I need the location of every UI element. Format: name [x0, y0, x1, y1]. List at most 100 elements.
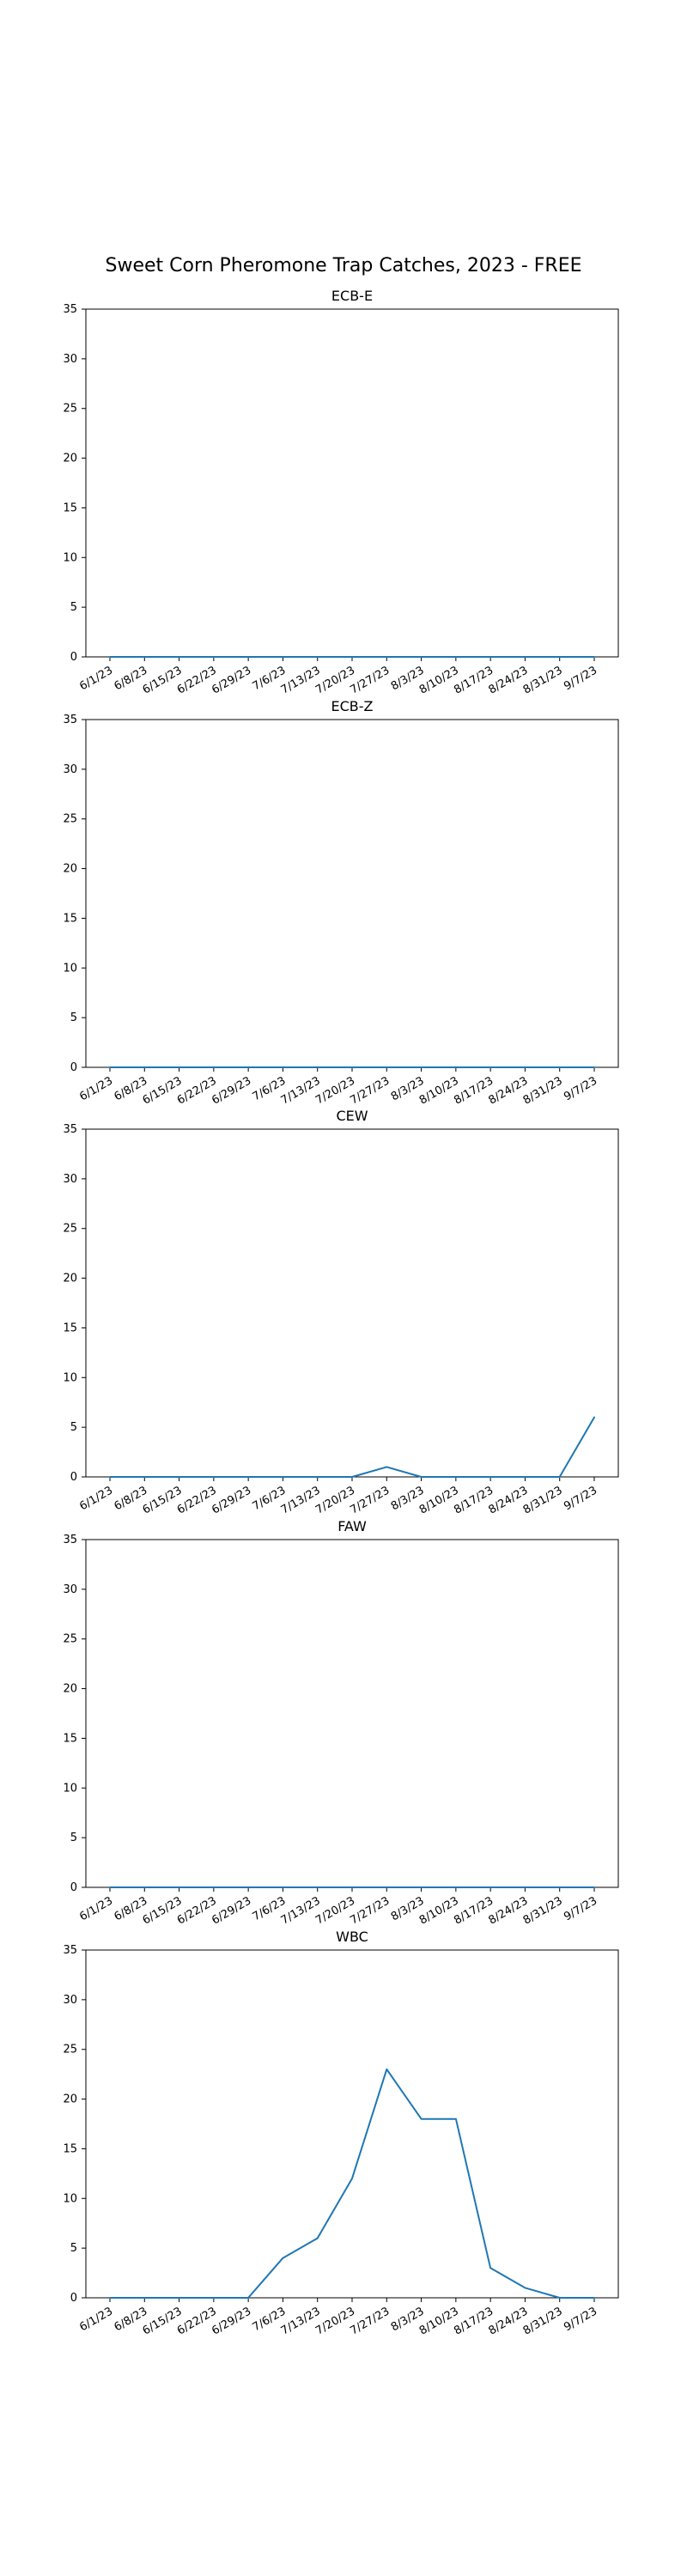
data-point [558, 1475, 562, 1479]
data-point [593, 1886, 596, 1889]
data-point [178, 2296, 181, 2300]
data-point [281, 655, 284, 659]
y-tick-label: 0 [70, 1471, 77, 1484]
data-point [212, 1066, 216, 1069]
data-point [108, 1475, 112, 1479]
data-point [316, 1066, 319, 1069]
y-tick-label: 10 [63, 1782, 77, 1795]
y-tick-label: 5 [70, 1832, 77, 1844]
y-tick-label: 30 [63, 1583, 77, 1596]
data-point [350, 1475, 354, 1479]
data-point [558, 1886, 562, 1889]
y-tick-label: 0 [70, 1061, 77, 1074]
data-point [108, 655, 112, 659]
y-tick-label: 15 [63, 912, 77, 925]
y-tick-label: 35 [63, 1944, 77, 1957]
y-tick-label: 35 [63, 303, 77, 316]
y-tick-label: 15 [63, 1321, 77, 1334]
y-tick-label: 10 [63, 2192, 77, 2205]
data-point [489, 1886, 492, 1889]
data-point [316, 1475, 319, 1479]
data-point [350, 2177, 354, 2180]
subplot-title: ECB-Z [331, 698, 374, 714]
data-point [489, 655, 492, 659]
series-line [109, 2068, 595, 2299]
series-line [109, 1416, 595, 1478]
data-point [143, 1066, 146, 1069]
data-point [281, 1886, 284, 1889]
data-point [212, 655, 216, 659]
data-point [246, 1886, 250, 1889]
data-point [489, 2266, 492, 2269]
y-tick-label: 25 [63, 403, 77, 416]
y-tick-label: 30 [63, 1173, 77, 1186]
figure-title: Sweet Corn Pheromone Trap Catches, 2023 … [105, 255, 581, 276]
data-point [316, 1886, 319, 1889]
y-tick-label: 25 [63, 1633, 77, 1646]
data-point [385, 1066, 388, 1069]
data-point [420, 2117, 423, 2121]
data-point [108, 1886, 112, 1889]
y-tick-label: 25 [63, 1223, 77, 1236]
y-tick-label: 20 [63, 2093, 77, 2106]
subplot-title: ECB-E [331, 288, 373, 304]
data-point [454, 2117, 458, 2121]
data-point [246, 1066, 250, 1069]
y-tick-label: 20 [63, 453, 77, 465]
data-point [558, 2296, 562, 2300]
subplot-title: FAW [337, 1518, 367, 1534]
y-tick-label: 35 [63, 714, 77, 726]
data-point [523, 1066, 526, 1069]
data-point [523, 1886, 526, 1889]
data-point [143, 2296, 146, 2300]
data-point [454, 1886, 458, 1889]
data-point [246, 655, 250, 659]
y-tick-label: 0 [70, 1881, 77, 1894]
data-point [281, 1475, 284, 1479]
y-tick-label: 0 [70, 651, 77, 664]
y-tick-label: 20 [63, 863, 77, 876]
y-tick-label: 15 [63, 2142, 77, 2155]
data-point [246, 1475, 250, 1479]
data-point [558, 1066, 562, 1069]
y-tick-label: 25 [63, 2044, 77, 2057]
data-point [143, 655, 146, 659]
data-point [143, 1886, 146, 1889]
data-point [385, 2068, 388, 2071]
y-tick-label: 0 [70, 2292, 77, 2305]
data-point [385, 655, 388, 659]
y-tick-label: 20 [63, 1273, 77, 1285]
y-tick-label: 30 [63, 763, 77, 776]
data-point [454, 1066, 458, 1069]
y-tick-label: 5 [70, 1012, 77, 1024]
data-point [350, 655, 354, 659]
data-point [489, 1066, 492, 1069]
y-tick-label: 30 [63, 353, 77, 366]
y-tick-label: 5 [70, 1421, 77, 1434]
y-tick-label: 10 [63, 1371, 77, 1384]
data-point [593, 655, 596, 659]
data-point [108, 1066, 112, 1069]
data-point [178, 655, 181, 659]
y-tick-label: 5 [70, 601, 77, 614]
data-point [420, 1886, 423, 1889]
subplot-title: CEW [336, 1108, 368, 1124]
data-point [489, 1475, 492, 1479]
data-point [593, 1066, 596, 1069]
data-point [420, 655, 423, 659]
data-point [281, 1066, 284, 1069]
data-point [281, 2257, 284, 2260]
data-point [523, 2286, 526, 2289]
data-point [178, 1066, 181, 1069]
data-point [316, 2237, 319, 2240]
y-tick-label: 30 [63, 1994, 77, 2007]
data-point [178, 1886, 181, 1889]
y-tick-label: 15 [63, 501, 77, 514]
data-point [593, 1416, 596, 1419]
data-point [212, 2296, 216, 2300]
y-tick-label: 10 [63, 962, 77, 975]
data-point [143, 1475, 146, 1479]
y-tick-label: 15 [63, 1732, 77, 1745]
data-point [385, 1886, 388, 1889]
data-point [212, 1886, 216, 1889]
